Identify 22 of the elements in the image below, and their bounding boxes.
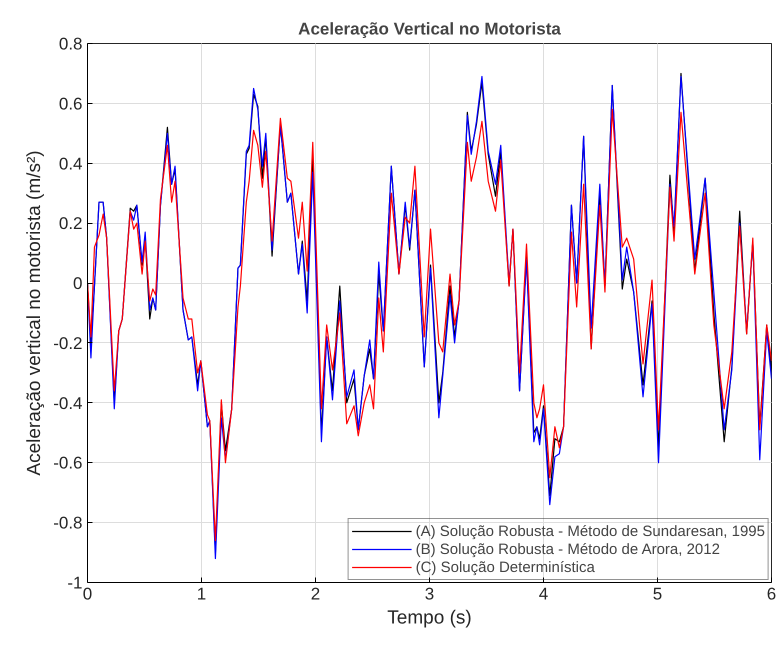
y-tick-label: 0.2 (58, 214, 83, 234)
y-tick-label: 0.6 (58, 94, 83, 114)
legend-label: (A) Solução Robusta - Método de Sundaresan, 1995 (416, 522, 765, 540)
legend-label: (C) Solução Determinística (416, 558, 595, 576)
y-tick-label: 0.8 (58, 34, 83, 54)
y-tick-label: 0 (73, 274, 83, 294)
x-tick-label: 4 (538, 584, 548, 604)
x-tick-label: 3 (424, 584, 434, 604)
y-tick-label: -0.6 (53, 454, 83, 473)
legend-label: (B) Solução Robusta - Método de Arora, 2012 (416, 540, 720, 558)
y-axis-title: Aceleração vertical no motorista (m/s²) (24, 150, 46, 476)
x-tick-label: 6 (766, 584, 776, 604)
y-tick-label: -0.2 (53, 334, 83, 353)
x-axis-title: Tempo (s) (387, 608, 472, 628)
y-tick-label: -0.8 (53, 514, 83, 533)
x-tick-label: 1 (196, 584, 206, 604)
chart-title: Aceleração Vertical no Motorista (298, 20, 562, 38)
y-tick-label: 0.4 (58, 154, 83, 174)
y-tick-label: -0.4 (53, 394, 83, 413)
x-tick-label: 2 (310, 584, 320, 604)
x-tick-label: 5 (652, 584, 662, 604)
y-tick-label: -1 (67, 574, 83, 592)
